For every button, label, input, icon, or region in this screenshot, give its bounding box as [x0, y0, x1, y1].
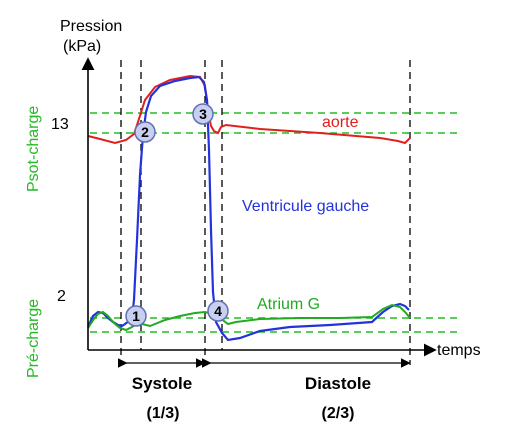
- systole-fraction: (1/3): [147, 405, 180, 422]
- marker-2: 2: [134, 121, 156, 143]
- marker-2-label: 2: [141, 124, 149, 140]
- y-tick-13: 13: [51, 116, 69, 133]
- y-tick-2: 2: [57, 288, 66, 305]
- y-axis-title-line2: (kPa): [63, 38, 101, 55]
- marker-4: 4: [207, 300, 229, 322]
- marker-3-label: 3: [199, 106, 207, 122]
- marker-3: 3: [192, 103, 214, 125]
- diastole-fraction: (2/3): [322, 405, 355, 422]
- atrium-curve: [87, 303, 411, 332]
- atrium-label: Atrium G: [257, 296, 320, 313]
- side-label-upper: Psot-charge: [25, 106, 42, 192]
- marker-1-label: 1: [132, 308, 140, 324]
- systole-label: Systole: [132, 374, 192, 393]
- x-axis-title: temps: [437, 342, 481, 359]
- y-axis-title-line1: Pression: [60, 18, 122, 35]
- ventricule-label: Ventricule gauche: [242, 198, 369, 215]
- diastole-label: Diastole: [305, 374, 371, 393]
- marker-4-label: 4: [214, 303, 222, 319]
- marker-1: 1: [125, 305, 147, 327]
- ventricule-curve: [86, 75, 410, 342]
- side-label-lower: Pré-charge: [25, 299, 42, 378]
- aorte-label: aorte: [322, 114, 359, 131]
